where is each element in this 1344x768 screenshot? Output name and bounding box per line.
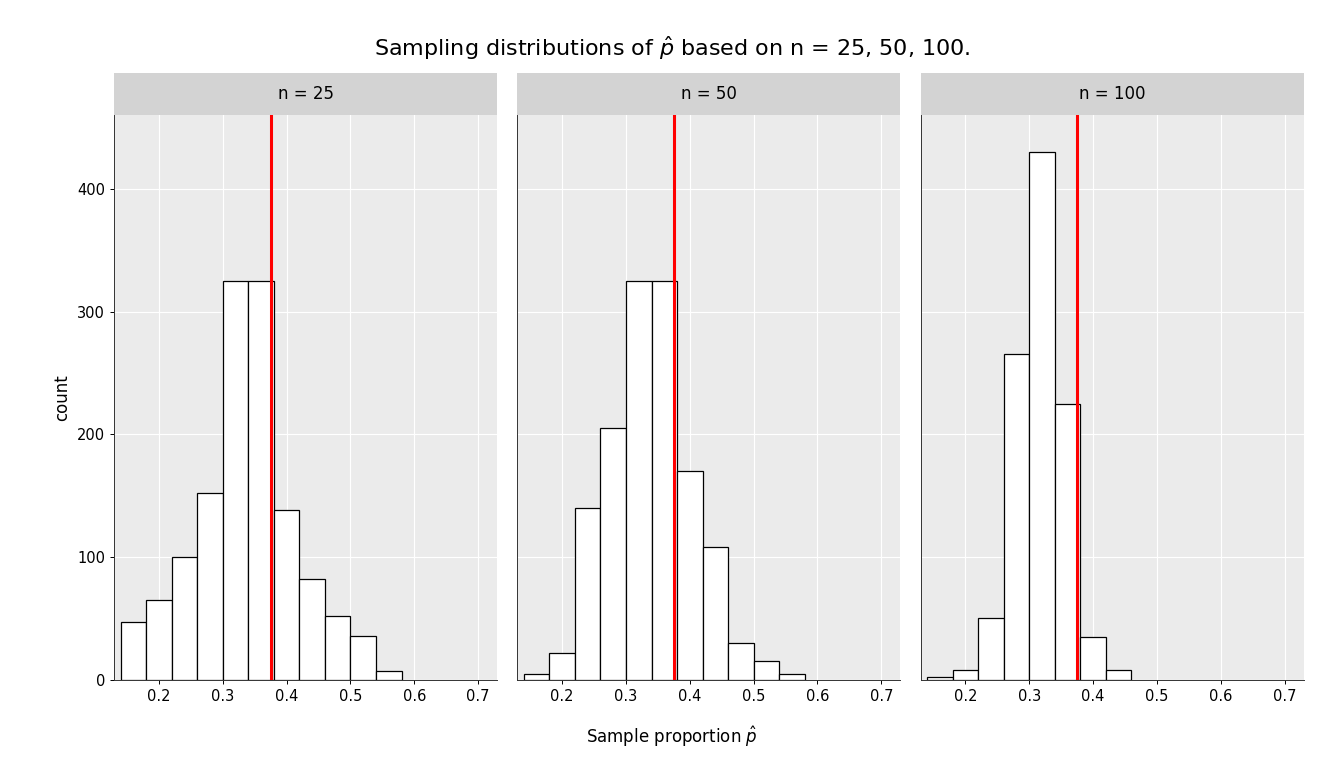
Bar bbox=[172, 557, 198, 680]
Bar bbox=[780, 674, 805, 680]
Text: n = 25: n = 25 bbox=[278, 85, 333, 103]
Bar bbox=[652, 281, 677, 680]
Bar bbox=[1055, 403, 1081, 680]
Bar bbox=[146, 600, 172, 680]
Bar bbox=[1030, 152, 1055, 680]
Text: n = 100: n = 100 bbox=[1079, 85, 1145, 103]
Bar bbox=[677, 471, 703, 680]
Bar bbox=[524, 674, 550, 680]
Bar bbox=[754, 661, 780, 680]
Bar bbox=[1004, 355, 1030, 680]
Y-axis label: count: count bbox=[54, 374, 71, 421]
Bar bbox=[376, 671, 402, 680]
Bar bbox=[978, 618, 1004, 680]
Bar bbox=[351, 635, 376, 680]
Bar bbox=[1106, 670, 1132, 680]
Bar bbox=[274, 511, 300, 680]
Text: n = 50: n = 50 bbox=[681, 85, 737, 103]
Bar bbox=[325, 616, 351, 680]
Bar bbox=[550, 653, 575, 680]
Bar bbox=[121, 622, 146, 680]
Text: Sampling distributions of $\hat{p}$ based on n = 25, 50, 100.: Sampling distributions of $\hat{p}$ base… bbox=[374, 35, 970, 62]
Bar bbox=[1081, 637, 1106, 680]
Bar bbox=[249, 281, 274, 680]
Text: Sample proportion $\hat{p}$: Sample proportion $\hat{p}$ bbox=[586, 724, 758, 749]
Bar bbox=[927, 677, 953, 680]
Bar bbox=[575, 508, 601, 680]
Bar bbox=[300, 579, 325, 680]
Bar bbox=[626, 281, 652, 680]
Bar bbox=[223, 281, 249, 680]
Bar bbox=[601, 428, 626, 680]
Bar bbox=[953, 670, 978, 680]
Bar bbox=[703, 547, 728, 680]
Bar bbox=[728, 643, 754, 680]
Bar bbox=[198, 493, 223, 680]
